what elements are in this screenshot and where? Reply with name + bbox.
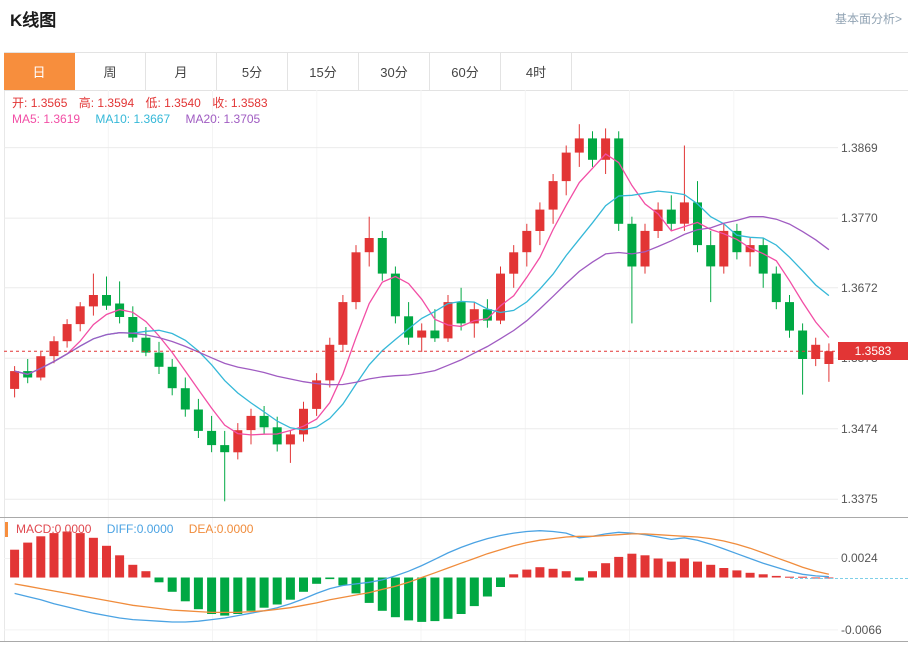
price-axis-label: 1.3375 bbox=[841, 492, 878, 507]
macd-axis-label: 0.0024 bbox=[841, 551, 878, 566]
ohlc-high: 高: 1.3594 bbox=[78, 96, 135, 110]
current-price-tag: 1.3583 bbox=[838, 342, 908, 361]
bottom-border bbox=[0, 641, 908, 642]
ma10-legend: MA10: 1.3667 bbox=[95, 112, 171, 126]
period-tab-4[interactable]: 5分 bbox=[217, 53, 288, 90]
price-axis-label: 1.3672 bbox=[841, 280, 878, 295]
macd-axis-label: -0.0066 bbox=[841, 622, 882, 637]
macd-svg bbox=[4, 518, 838, 641]
period-tab-8[interactable]: 4时 bbox=[501, 53, 572, 90]
candlestick-svg bbox=[4, 90, 838, 517]
ma20-legend: MA20: 1.3705 bbox=[185, 112, 261, 126]
ma-legend: MA5: 1.3619 MA10: 1.3667 MA20: 1.3705 bbox=[12, 112, 260, 126]
panel-left-border bbox=[4, 52, 5, 641]
ohlc-close: 收: 1.3583 bbox=[212, 96, 268, 110]
price-axis: 1.3869 1.3770 1.3672 1.3573 1.3474 1.337… bbox=[838, 90, 908, 517]
price-axis-label: 1.3770 bbox=[841, 211, 878, 226]
ohlc-legend: 开: 1.3565 高: 1.3594 低: 1.3540 收: 1.3583 bbox=[12, 94, 276, 111]
page-title: K线图 bbox=[10, 11, 57, 30]
period-tab-1[interactable]: 日 bbox=[4, 53, 75, 90]
macd-value: MACD:0.0000 bbox=[16, 522, 92, 536]
macd-chart[interactable]: MACD:0.0000 DIFF:0.0000 DEA:0.0000 bbox=[4, 518, 838, 641]
period-tab-2[interactable]: 周 bbox=[75, 53, 146, 90]
ohlc-low: 低: 1.3540 bbox=[145, 96, 201, 110]
period-tab-6[interactable]: 30分 bbox=[359, 53, 430, 90]
period-tab-7[interactable]: 60分 bbox=[430, 53, 501, 90]
macd-axis: 0.0024 -0.0066 bbox=[838, 518, 908, 641]
candlestick-chart[interactable]: 开: 1.3565 高: 1.3594 低: 1.3540 收: 1.3583 … bbox=[4, 90, 838, 517]
period-tab-3[interactable]: 月 bbox=[146, 53, 217, 90]
price-axis-label: 1.3869 bbox=[841, 140, 878, 155]
panel-divider bbox=[0, 517, 908, 518]
dea-value: DEA:0.0000 bbox=[188, 522, 254, 536]
ma5-legend: MA5: 1.3619 bbox=[12, 112, 81, 126]
period-tab-5[interactable]: 15分 bbox=[288, 53, 359, 90]
macd-legend: MACD:0.0000 DIFF:0.0000 DEA:0.0000 bbox=[16, 522, 253, 536]
fundamental-analysis-link[interactable]: 基本面分析> bbox=[834, 12, 902, 26]
price-axis-label: 1.3474 bbox=[841, 421, 878, 436]
period-tabs: 日周月 5分 15分 30分 60分 4时 bbox=[4, 52, 908, 91]
macd-zero-dashed-line bbox=[790, 577, 908, 579]
macd-panel-handle bbox=[5, 522, 8, 537]
ohlc-open: 开: 1.3565 bbox=[12, 96, 68, 110]
diff-value: DIFF:0.0000 bbox=[106, 522, 174, 536]
